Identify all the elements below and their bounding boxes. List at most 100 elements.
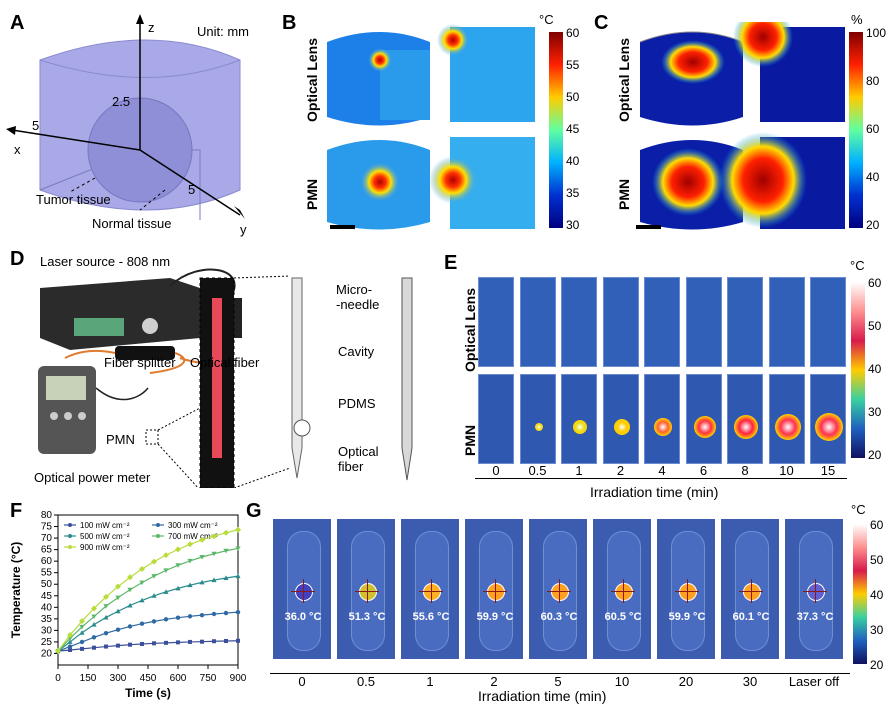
x-tick-label: 600 bbox=[170, 673, 187, 684]
panel-e-row-pmn: PMN bbox=[462, 424, 478, 456]
optical-lens-thermal-thumb bbox=[727, 277, 763, 367]
panel-e-time-label: 8 bbox=[741, 463, 749, 478]
panel-b-tick: 60 bbox=[566, 26, 580, 40]
optical-fiber-label: Optical fiber bbox=[190, 355, 260, 370]
data-point bbox=[115, 583, 121, 590]
data-point bbox=[176, 640, 180, 645]
data-point bbox=[199, 555, 205, 560]
data-point bbox=[175, 585, 181, 591]
series-line bbox=[57, 547, 239, 652]
data-point bbox=[115, 595, 121, 601]
pmn-label: PMN bbox=[106, 432, 135, 447]
series-line bbox=[57, 611, 239, 652]
panel-b-row-optical-lens: Optical Lens bbox=[304, 37, 320, 122]
heat-spot bbox=[573, 420, 587, 434]
data-point bbox=[139, 597, 145, 603]
heat-spot bbox=[693, 416, 716, 438]
data-point bbox=[223, 575, 229, 580]
data-point bbox=[91, 622, 97, 627]
panel-b-colorbar bbox=[549, 32, 563, 228]
panel-e-tick: 50 bbox=[868, 319, 882, 333]
optical-lens-thermal-thumb bbox=[602, 277, 639, 367]
panel-e-time-label: 15 bbox=[820, 463, 836, 478]
panel-c-tick: 40 bbox=[866, 170, 880, 184]
fiber-splitter-label: Fiber splitter bbox=[104, 355, 176, 370]
data-point bbox=[103, 614, 109, 620]
heat-spot bbox=[734, 415, 758, 439]
heat-spot bbox=[774, 414, 801, 440]
panel-e-tick: 20 bbox=[868, 448, 882, 462]
panel-b-tick: 40 bbox=[566, 154, 580, 168]
series-line bbox=[57, 575, 239, 652]
data-point bbox=[55, 648, 61, 655]
x-tick-label: 450 bbox=[140, 673, 157, 684]
data-point bbox=[163, 552, 169, 559]
legend-marker bbox=[68, 534, 72, 538]
data-point bbox=[104, 644, 108, 649]
panel-e-colorbar bbox=[851, 282, 865, 458]
panel-c-tick: 20 bbox=[866, 218, 880, 232]
panel-g-colorbar bbox=[853, 524, 867, 664]
data-point bbox=[92, 645, 96, 650]
data-point bbox=[116, 643, 120, 648]
data-point bbox=[151, 574, 157, 579]
data-point bbox=[211, 577, 217, 583]
panel-e-time-label: 6 bbox=[699, 463, 708, 478]
panel-e-unit: °C bbox=[850, 258, 865, 273]
data-point bbox=[103, 630, 109, 636]
panel-g-unit: °C bbox=[851, 502, 866, 517]
panel-g-tick: 60 bbox=[870, 518, 884, 532]
panel-e-axis-line bbox=[475, 478, 847, 479]
panel-b-simulation-images bbox=[327, 24, 535, 230]
panel-b-tick: 35 bbox=[566, 186, 580, 200]
pmn-thermal-thumb bbox=[810, 374, 846, 464]
data-point bbox=[140, 642, 144, 646]
data-point bbox=[164, 640, 168, 645]
optical-lens-thermal-thumb bbox=[810, 277, 846, 367]
laser-source-label: Laser source - 808 nm bbox=[40, 254, 171, 269]
legend-label: 300 mW cm⁻² bbox=[168, 521, 218, 530]
mouse-thermal-image: 60.1 °C bbox=[720, 518, 780, 660]
data-point bbox=[175, 563, 181, 568]
panel-d-setup-illustration bbox=[38, 268, 413, 488]
legend-marker bbox=[68, 545, 72, 549]
panel-f-temperature-chart: 0 150 300 450 600 750 900202530354045505560657… bbox=[9, 510, 247, 700]
data-point bbox=[68, 648, 72, 652]
data-point bbox=[212, 639, 216, 644]
radius-label: 2.5 bbox=[112, 94, 131, 109]
y-tick-label: 25 bbox=[41, 637, 53, 648]
y-tick-label: 70 bbox=[41, 533, 53, 544]
series-line bbox=[57, 640, 239, 652]
panel-b-unit: °C bbox=[539, 12, 554, 27]
data-point bbox=[224, 639, 228, 643]
panel-e-time-label: 0 bbox=[492, 463, 500, 478]
crosshair bbox=[303, 579, 304, 603]
data-point bbox=[235, 546, 241, 552]
y-tick-label: 60 bbox=[41, 556, 53, 567]
data-point bbox=[235, 573, 241, 579]
data-point bbox=[187, 558, 193, 564]
data-point bbox=[200, 639, 204, 644]
data-point bbox=[115, 627, 121, 632]
data-point bbox=[103, 593, 109, 600]
panel-c-tick: 100 bbox=[866, 26, 887, 40]
crosshair bbox=[559, 579, 560, 603]
panel-g-time-label: 2 bbox=[490, 674, 498, 689]
panel-c-tick: 80 bbox=[866, 74, 880, 88]
data-point bbox=[163, 568, 169, 573]
panel-a-unit: Unit: mm bbox=[197, 24, 249, 39]
y-tick-label: 45 bbox=[41, 591, 53, 602]
panel-b-tick: 55 bbox=[566, 58, 580, 72]
panel-d-label: D bbox=[10, 248, 25, 270]
mouse-thermal-image: 37.3 °C bbox=[784, 518, 844, 660]
heat-spot bbox=[807, 583, 825, 601]
legend-label: 900 mW cm⁻² bbox=[80, 543, 130, 552]
data-point bbox=[127, 587, 133, 593]
cavity-label: Cavity bbox=[338, 344, 375, 359]
panel-g-tick: 20 bbox=[870, 658, 884, 672]
panel-g-time-label: Laser off bbox=[788, 674, 840, 689]
panel-g-time-label: 0.5 bbox=[356, 674, 376, 689]
mouse-thermal-image: 51.3 °C bbox=[336, 518, 396, 660]
pmn-thermal-thumb bbox=[685, 374, 722, 464]
y-axis-label: Temperature (°C) bbox=[9, 542, 23, 639]
